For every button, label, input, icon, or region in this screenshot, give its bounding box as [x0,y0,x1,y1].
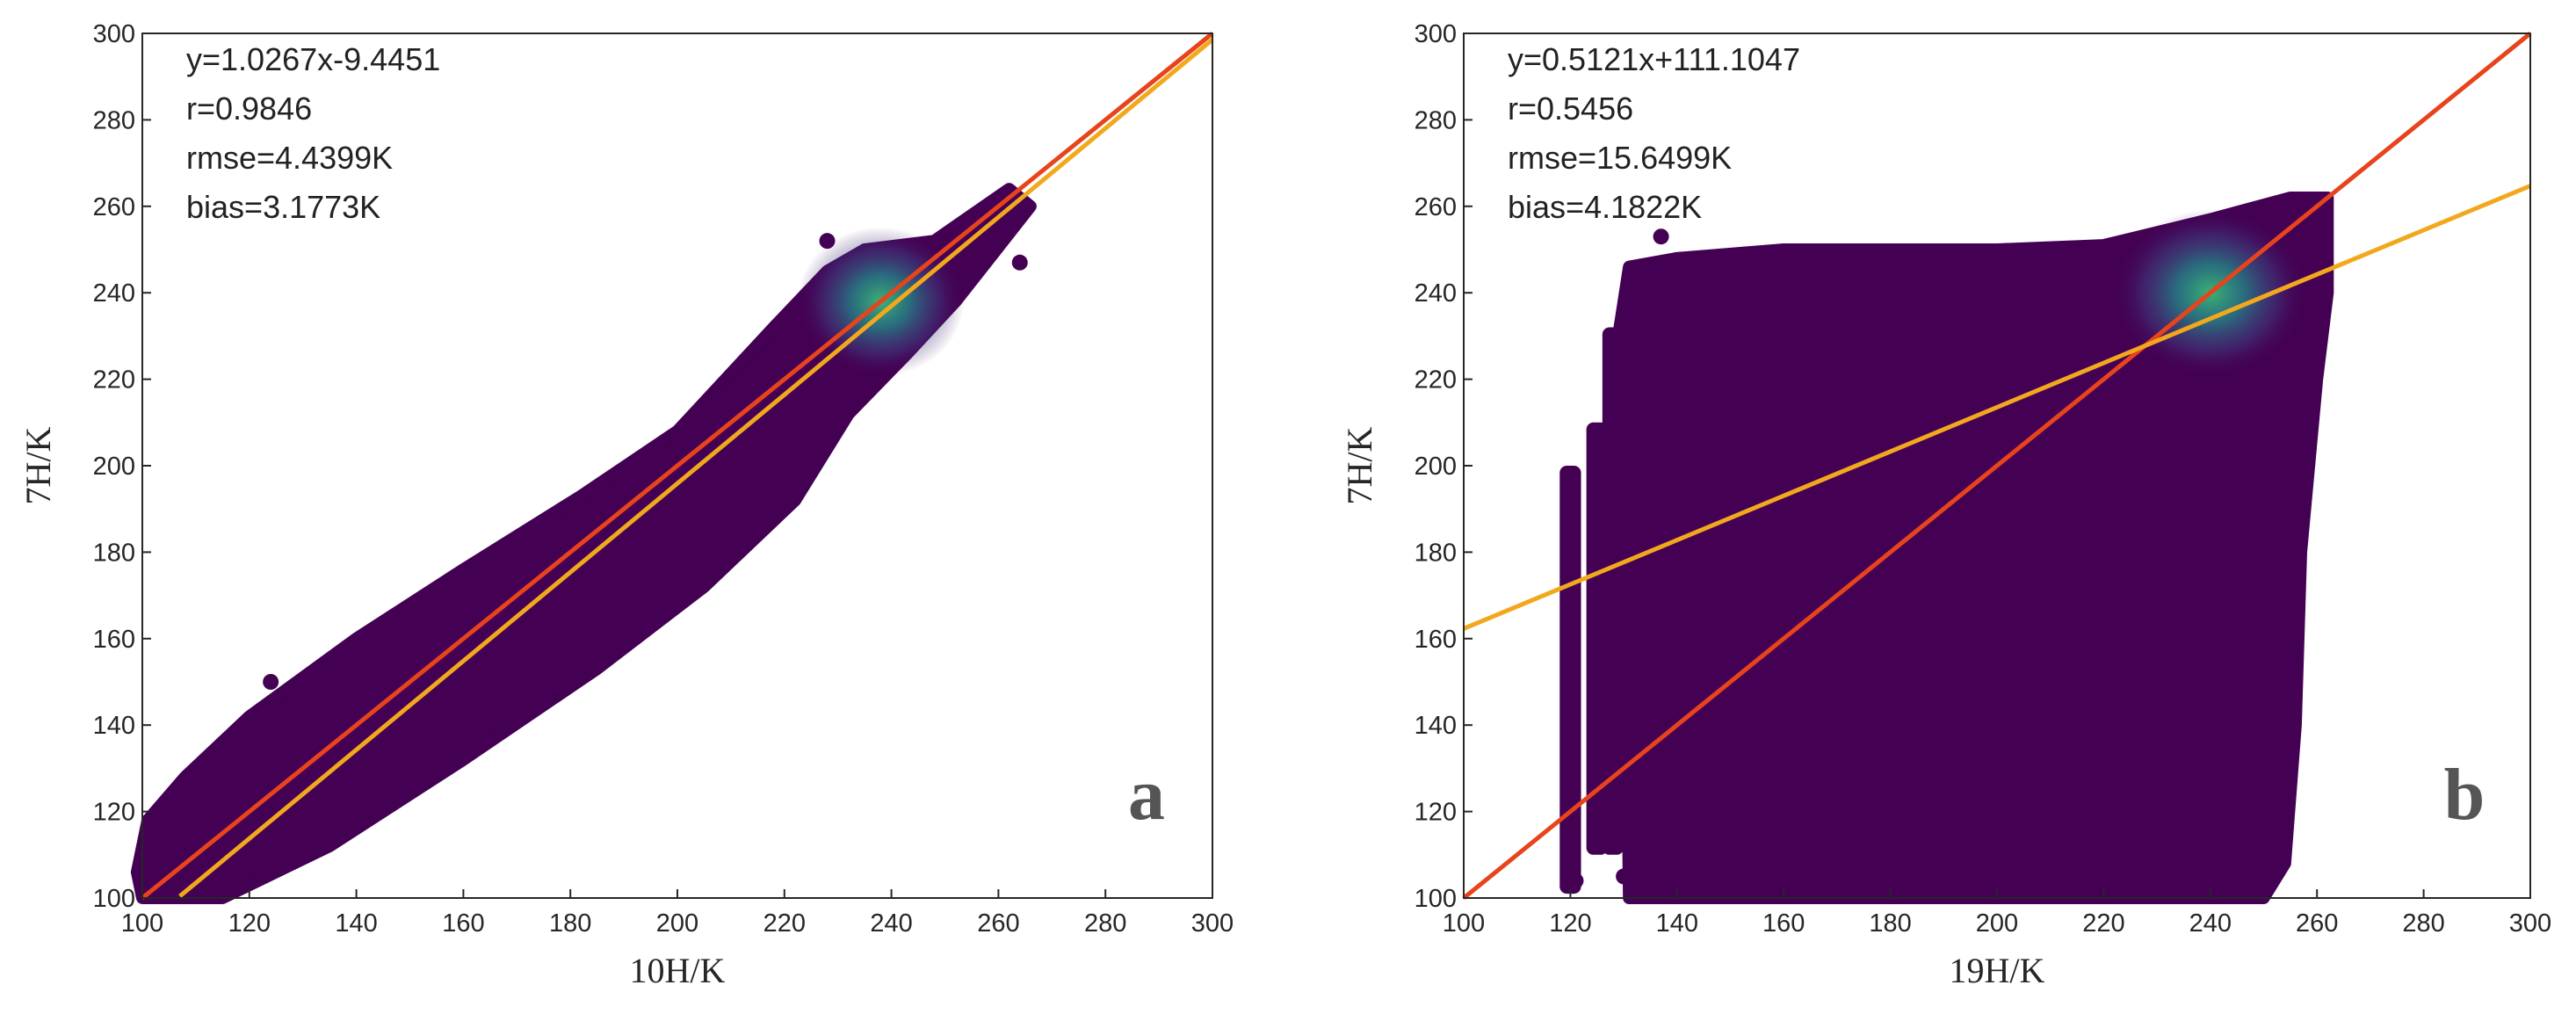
panel-b-y-tick-label: 260 [1415,193,1457,221]
panel-a-y-tick-label: 120 [93,799,135,827]
panel-b-x-ticks: 100 120 140 160 180 200 220 240 260 280 300 [1443,889,2551,938]
panel-b-y-ticks: 100 120 140 160 180 200 220 240 260 280 300 [1415,20,1473,913]
panel-b-y-tick-label: 140 [1415,712,1457,740]
panel-a-y-tick-label: 220 [93,366,135,395]
panel-a-outlier-point-3 [332,691,349,707]
panel-b-x-tick-label: 220 [2082,909,2124,938]
panel-b-stat-bias: bias=4.1822K [1508,189,1702,225]
panel-a-stats: y=1.0267x-9.4451 r=0.9846 rmse=4.4399K b… [186,41,440,225]
panel-b-x-tick-label: 160 [1762,909,1805,938]
panel-b-x-tick-label: 120 [1549,909,1591,938]
panel-a-x-ticks: 100 120 140 160 180 200 220 240 260 280 300 [121,889,1234,938]
panel-b-stat-rmse: rmse=15.6499K [1508,140,1732,176]
panel-b-y-tick-label: 120 [1415,799,1457,827]
panel-a-stat-r: r=0.9846 [186,91,312,127]
panel-a-x-axis-label: 10H/K [630,951,726,990]
panel-b-x-tick-label: 100 [1443,909,1485,938]
panel-b-x-tick-label: 200 [1976,909,2018,938]
panel-b-x-tick-label: 240 [2189,909,2232,938]
panel-b-y-axis-label: 7H/K [1340,426,1379,504]
panel-a-x-tick-label: 100 [121,909,163,938]
panel-a-y-tick-label: 260 [93,193,135,221]
panel-b-y-tick-label: 220 [1415,366,1457,395]
panel-a-x-tick-label: 180 [549,909,591,938]
panel-b-y-tick-label: 300 [1415,20,1457,48]
panel-b-outliers [1567,228,1669,889]
panel-a-x-tick-label: 160 [442,909,484,938]
panel-a-stat-equation: y=1.0267x-9.4451 [186,41,440,77]
panel-b-outlier-point-2 [1616,868,1632,885]
panel-a-outlier-point-0 [819,233,836,250]
panel-b-strip-0 [1559,466,1581,894]
panel-a-x-tick-label: 120 [228,909,271,938]
panel-b-outlier-point-1 [1567,873,1584,889]
panel-b-y-tick-label: 180 [1415,539,1457,567]
panel-b-label: b [2444,754,2486,836]
panel-a-x-tick-label: 280 [1084,909,1126,938]
panel-a-outlier-point-1 [1011,254,1028,271]
panel-b-y-tick-label: 160 [1415,626,1457,654]
panel-a-y-tick-label: 180 [93,539,135,567]
panel-a-fit-line [178,38,1214,898]
panel-a-y-tick-label: 160 [93,626,135,654]
panel-a-stat-rmse: rmse=4.4399K [186,140,393,176]
panel-b-one-to-one-line [1462,32,2532,900]
panel-b-outlier-point-0 [1653,228,1669,245]
panel-b: 100 120 140 160 180 200 220 240 260 280 300 100 120… [1340,20,2551,990]
panel-b-stats: y=0.5121x+111.1047 r=0.5456 rmse=15.6499… [1508,41,1800,225]
panel-b-x-tick-label: 260 [2296,909,2338,938]
panel-b-y-tick-label: 280 [1415,106,1457,134]
panel-a-stat-bias: bias=3.1773K [186,189,380,225]
panel-a-y-tick-label: 100 [93,885,135,913]
panel-b-y-tick-label: 240 [1415,279,1457,308]
panel-b-x-tick-label: 140 [1656,909,1698,938]
panel-a: 100 120 140 160 180 200 220 240 260 280 300 100 120… [18,20,1234,990]
panel-a-x-tick-label: 300 [1191,909,1234,938]
panel-b-x-tick-label: 180 [1869,909,1911,938]
panel-b-y-tick-label: 200 [1415,453,1457,481]
panel-a-y-tick-label: 240 [93,279,135,308]
panel-a-y-ticks: 100 120 140 160 180 200 220 240 260 280 300 [93,20,151,913]
panel-a-outliers [263,233,1028,707]
panel-a-outlier-point-2 [931,233,948,250]
panel-a-outlier-point-4 [263,674,279,690]
panel-a-one-to-one-line [141,32,1214,900]
panel-b-stat-r: r=0.5456 [1508,91,1633,127]
panel-b-fit-line [1463,184,2531,631]
panel-a-x-tick-label: 220 [763,909,806,938]
panel-a-label: a [1128,754,1165,836]
panel-b-cloud [1559,192,2334,904]
panel-a-y-axis-label: 7H/K [18,426,58,504]
panel-b-x-tick-label: 280 [2402,909,2444,938]
panel-a-y-tick-label: 200 [93,453,135,481]
panel-a-y-tick-label: 300 [93,20,135,48]
panel-a-y-tick-label: 140 [93,712,135,740]
panel-b-x-tick-label: 300 [2509,909,2551,938]
panel-a-x-tick-label: 200 [656,909,698,938]
panel-a-y-tick-label: 280 [93,106,135,134]
panel-a-x-tick-label: 140 [335,909,377,938]
panel-a-x-tick-label: 260 [977,909,1019,938]
panel-a-x-tick-label: 240 [870,909,912,938]
panel-b-stat-equation: y=0.5121x+111.1047 [1508,41,1800,77]
panel-b-y-tick-label: 100 [1415,885,1457,913]
panel-b-x-axis-label: 19H/K [1950,951,2045,990]
